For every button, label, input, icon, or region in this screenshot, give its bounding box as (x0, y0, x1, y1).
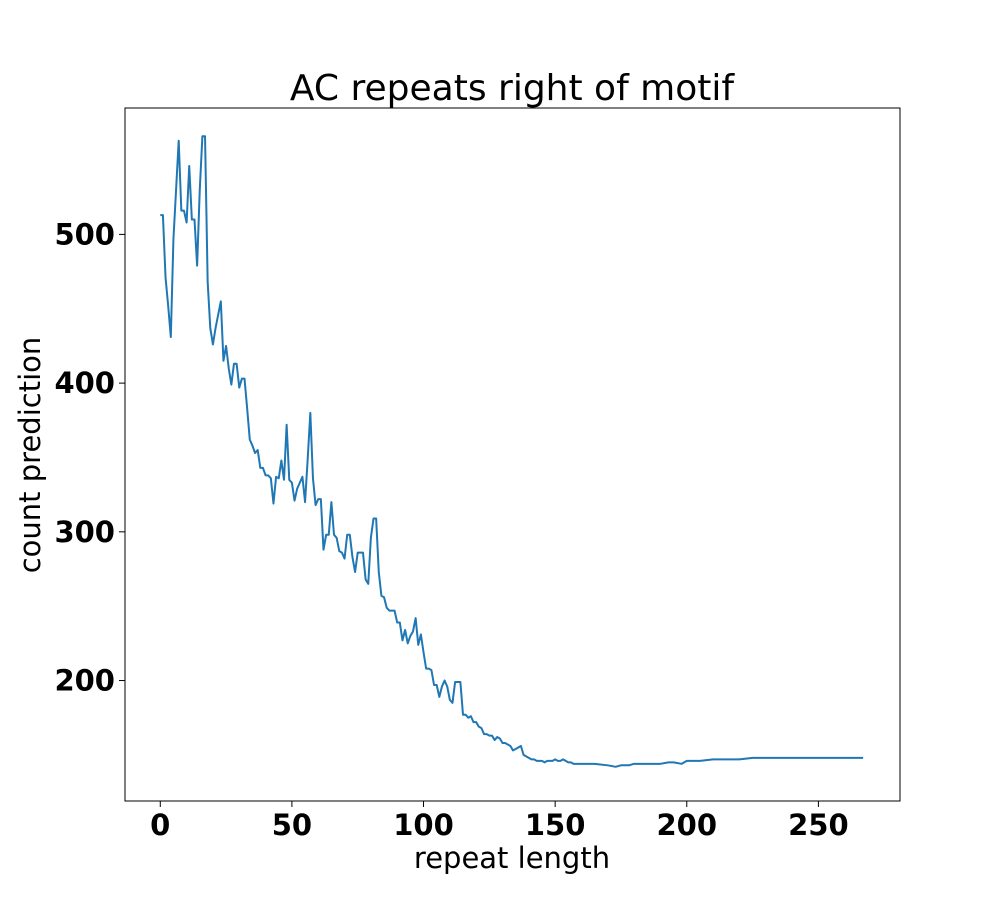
plot-frame (124, 107, 901, 802)
x-tick-label: 0 (150, 808, 170, 842)
series-line (160, 135, 864, 768)
y-tick-label: 400 (54, 366, 115, 400)
y-tick-label: 300 (54, 515, 115, 549)
x-tick-label: 150 (525, 808, 586, 842)
y-axis: 200 300 400 500 (54, 217, 125, 698)
chart-title: AC repeats right of motif (290, 68, 735, 109)
x-tick-label: 50 (272, 808, 312, 842)
x-tick-label: 250 (788, 808, 849, 842)
x-axis-label: repeat length (414, 841, 610, 875)
x-tick-label: 200 (656, 808, 717, 842)
y-axis-label: count prediction (13, 337, 47, 574)
x-tick-label: 100 (393, 808, 454, 842)
x-axis: 0 50 100 150 200 250 (150, 801, 849, 842)
y-tick-label: 500 (54, 217, 115, 251)
y-tick-label: 200 (54, 664, 115, 698)
